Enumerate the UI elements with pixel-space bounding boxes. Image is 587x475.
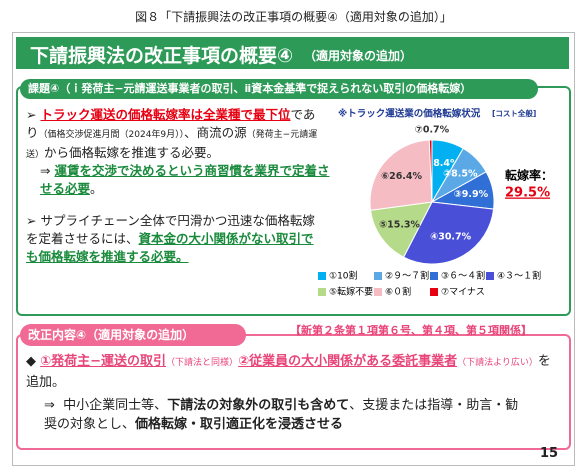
legend-swatch	[430, 288, 438, 296]
arrow: ⇒	[44, 398, 55, 413]
legend-swatch	[318, 288, 326, 296]
note: （価格交渉促進月間（2024年9月））	[38, 130, 185, 140]
text: 、支援または指導・助言・勧奨の対象とし、	[44, 398, 519, 432]
page-number: 15	[540, 446, 559, 461]
slide-frame	[12, 32, 575, 466]
text: を追加。	[26, 354, 551, 390]
caption: 図８「下請振興法の改正事項の概要④（適用対象の追加）」	[135, 10, 452, 24]
revision-line: ⇒ 中小企業同士等、下請法の対象外の取引も含めて、支援または指導・助言・勧奨の対…	[44, 396, 524, 434]
emphasis: 価格転嫁・取引適正化を浸透させる	[135, 417, 344, 432]
header-subtitle: （適用対象の追加）	[304, 49, 413, 63]
legend-label: ⑤転嫁不要	[329, 286, 373, 298]
emphasis: 資本金の大小関係がない取引でも価格転嫁を推進する必要。	[26, 231, 314, 264]
pie-slice	[369, 139, 433, 211]
pie-slice	[428, 139, 433, 203]
bullet-mark: ◆	[26, 354, 36, 369]
legend-label: ⑦マイナス	[441, 287, 485, 298]
note: （発荷主−元請運送）	[26, 130, 318, 160]
annotation-value: 29.5%	[505, 186, 550, 201]
header-title: 下請振興法の改正事項の概要④	[30, 45, 294, 67]
issue-heading: 課題④（ｉ発荷主−元請運送事業者の取引、ⅱ資本金基準で捉えられない取引の価格転嫁…	[20, 79, 538, 99]
arrow: ⇒	[40, 163, 51, 178]
legend-swatch	[374, 272, 382, 280]
issue-bullet: ➢ サプライチェーン全体で円滑かつ迅速な価格転嫁を定着させるには、資本金の大小関…	[26, 212, 326, 266]
revision-heading: 改正内容④（適用対象の追加）	[20, 324, 246, 346]
header-bar: 下請振興法の改正事項の概要④ （適用対象の追加）	[16, 37, 569, 69]
issue-bullet: ➢ トラック運送の価格転嫁率は全業種で最下位であり（価格交渉促進月間（2024年…	[26, 106, 326, 164]
slice-label: ⑦0.7%	[415, 125, 450, 136]
revision-box	[16, 334, 571, 450]
revision-line: ◆ ①発荷主−運送の取引（下請法と同様）②従業員の大小関係がある委託事業者（下請…	[26, 352, 556, 392]
slice-label: ③9.9%	[454, 189, 489, 200]
annotation-label: 転嫁率：	[505, 168, 553, 183]
legend-label: ④３～１割	[497, 270, 541, 282]
text: サプライチェーン全体で円滑かつ迅速な価格転嫁を定着させるには、	[26, 213, 315, 246]
slice-label: ②8.5%	[443, 169, 478, 180]
emphasis: 運賃を交渉で決めるという商習慣を業界で定着させる必要	[40, 163, 330, 196]
legend-label: ①10割	[329, 270, 358, 282]
emphasis: 下請法の対象外の取引も含めて	[167, 398, 350, 413]
legend-swatch	[318, 272, 326, 280]
legend-label: ③６～４割	[441, 270, 485, 282]
chart-title: ※トラック運送業の価格転嫁状況	[338, 108, 481, 120]
text: 中小企業同士等、	[63, 398, 168, 413]
bullet-mark: ➢	[26, 107, 37, 122]
legend-label: ②９～７割	[385, 270, 429, 282]
text: 、商流の源	[184, 125, 247, 140]
emphasis: トラック運送の価格転嫁率は全業種で最下位	[40, 107, 291, 122]
emphasis: ②従業員の大小関係がある委託事業者	[238, 354, 458, 369]
text: から価格転嫁を推進する必要。	[44, 145, 220, 160]
legend-swatch	[486, 272, 494, 280]
text: であり	[26, 107, 316, 140]
chart-title-note: [コスト全般]	[492, 108, 536, 118]
slice-label: ⑤15.3%	[379, 219, 420, 230]
revision-reference: 【新第２条第１項第６号、第４項、第５項関係】	[290, 324, 532, 337]
issue-arrow: ⇒ 運賃を交渉で決めるという商習慣を業界で定着させる必要。	[40, 162, 330, 198]
bullet-mark: ➢	[26, 213, 37, 228]
text: 。	[90, 181, 103, 196]
slice-label: ⑥26.4%	[381, 171, 422, 182]
legend-swatch	[374, 288, 382, 296]
slice-label: ①8.4%	[425, 158, 460, 169]
legend-label: ⑥０割	[385, 286, 411, 298]
emphasis: ①発荷主−運送の取引	[40, 354, 167, 369]
note: （下請法と同様）	[166, 358, 239, 368]
note: （下請法より広い）	[457, 358, 538, 368]
pie-slice	[369, 201, 433, 258]
slice-label: ④30.7%	[430, 232, 471, 243]
pie-slice	[402, 201, 495, 265]
legend-swatch	[430, 272, 438, 280]
